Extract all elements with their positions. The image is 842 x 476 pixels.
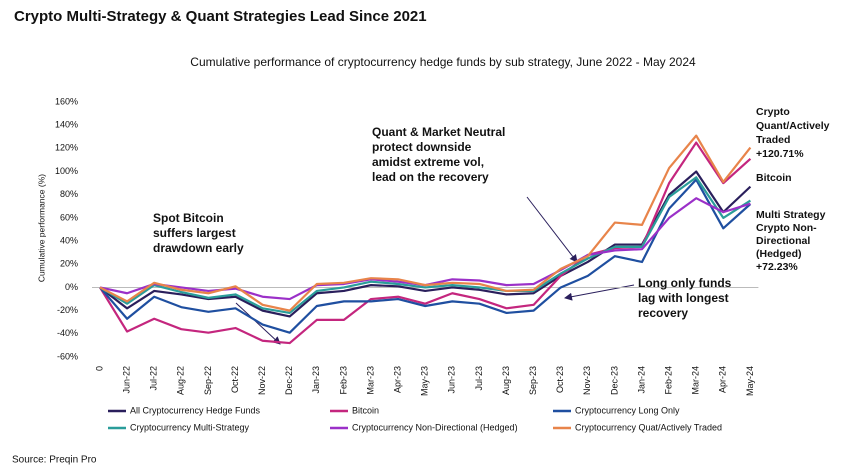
x-tick-label: Oct-23 xyxy=(555,366,565,393)
x-tick-label: Dec-23 xyxy=(609,366,619,395)
x-tick-label: Dec-22 xyxy=(284,366,294,395)
y-tick-label: -20% xyxy=(57,305,78,315)
y-tick-label: -60% xyxy=(57,351,78,361)
legend-label: Cryptocurrency Non-Directional (Hedged) xyxy=(352,422,518,432)
annotation: Directional xyxy=(756,235,810,247)
y-tick-label: 100% xyxy=(55,166,78,176)
arrow xyxy=(235,302,281,345)
annotation: lag with longest xyxy=(638,291,729,305)
x-tick-label: Jul-22 xyxy=(149,366,159,391)
legend-label: Cryptocurrency Quat/Actively Traded xyxy=(575,422,722,432)
annotation: Quant/Actively xyxy=(756,120,830,132)
annotation: Quant & Market Neutral xyxy=(372,125,505,139)
x-tick-label: Apr-23 xyxy=(392,366,402,393)
y-tick-label: 120% xyxy=(55,143,78,153)
x-tick-label: Apr-24 xyxy=(718,366,728,393)
series-line xyxy=(99,134,752,312)
legend-label: Cryptocurrency Multi-Strategy xyxy=(130,422,250,432)
x-tick-label: May-24 xyxy=(745,366,755,396)
annotation: Spot Bitcoin xyxy=(153,211,224,225)
source: Source: Preqin Pro xyxy=(12,455,97,466)
legend-label: Bitcoin xyxy=(352,405,379,415)
annotation: Long only funds xyxy=(638,276,732,290)
arrow xyxy=(526,196,578,263)
y-tick-label: 80% xyxy=(60,189,78,199)
x-tick-label: Sep-22 xyxy=(203,366,213,395)
annotation: amidst extreme vol, xyxy=(372,155,484,169)
x-tick-label: Feb-24 xyxy=(663,366,673,395)
x-tick-label: Jun-23 xyxy=(447,366,457,394)
series-line xyxy=(99,176,751,315)
x-tick-label: Aug-22 xyxy=(176,366,186,395)
annotation: drawdown early xyxy=(153,241,244,255)
x-tick-label: Jun-22 xyxy=(121,366,131,394)
x-tick-label: Mar-23 xyxy=(365,366,375,395)
arrow xyxy=(564,284,635,301)
annotation: lead on the recovery xyxy=(372,170,489,184)
y-tick-label: 160% xyxy=(55,96,78,106)
x-tick-label: Sep-23 xyxy=(528,366,538,395)
x-tick-label: Nov-22 xyxy=(257,366,267,395)
x-tick-label: 0 xyxy=(94,366,104,371)
chart-title: Cumulative performance of cryptocurrency… xyxy=(190,55,696,69)
x-tick-label: Feb-23 xyxy=(338,366,348,395)
annotation: protect downside xyxy=(372,140,472,154)
annotation: Crypto xyxy=(756,106,790,118)
annotation: Crypto Non- xyxy=(756,222,817,234)
annotation: (Hedged) xyxy=(756,248,802,260)
legend-label: Cryptocurrency Long Only xyxy=(575,405,680,415)
page-title: Crypto Multi-Strategy & Quant Strategies… xyxy=(14,8,427,25)
annotation: Bitcoin xyxy=(756,172,792,184)
legend-label: All Cryptocurrency Hedge Funds xyxy=(130,405,261,415)
y-tick-label: 20% xyxy=(60,259,78,269)
annotation: +72.23% xyxy=(756,261,798,273)
annotation: Multi Strategy xyxy=(756,209,826,221)
annotation: Traded xyxy=(756,134,790,146)
x-tick-label: Mar-24 xyxy=(691,366,701,395)
y-tick-label: 40% xyxy=(60,235,78,245)
x-tick-label: Nov-23 xyxy=(582,366,592,395)
x-tick-label: Oct-22 xyxy=(230,366,240,393)
y-axis-label: Cumulative performance (%) xyxy=(36,174,46,282)
x-tick-label: May-23 xyxy=(420,366,430,396)
y-tick-label: 60% xyxy=(60,212,78,222)
x-tick-label: Aug-23 xyxy=(501,366,511,395)
x-tick-label: Jan-23 xyxy=(311,366,321,394)
series-line xyxy=(99,178,752,334)
annotation: recovery xyxy=(638,306,688,320)
y-tick-label: -40% xyxy=(57,328,78,338)
x-tick-label: Jul-23 xyxy=(474,366,484,391)
y-tick-label: 0% xyxy=(65,282,78,292)
x-tick-label: Jan-24 xyxy=(636,366,646,394)
y-tick-label: 140% xyxy=(55,120,78,130)
annotation: +120.71% xyxy=(756,148,804,160)
annotation: suffers largest xyxy=(153,226,236,240)
